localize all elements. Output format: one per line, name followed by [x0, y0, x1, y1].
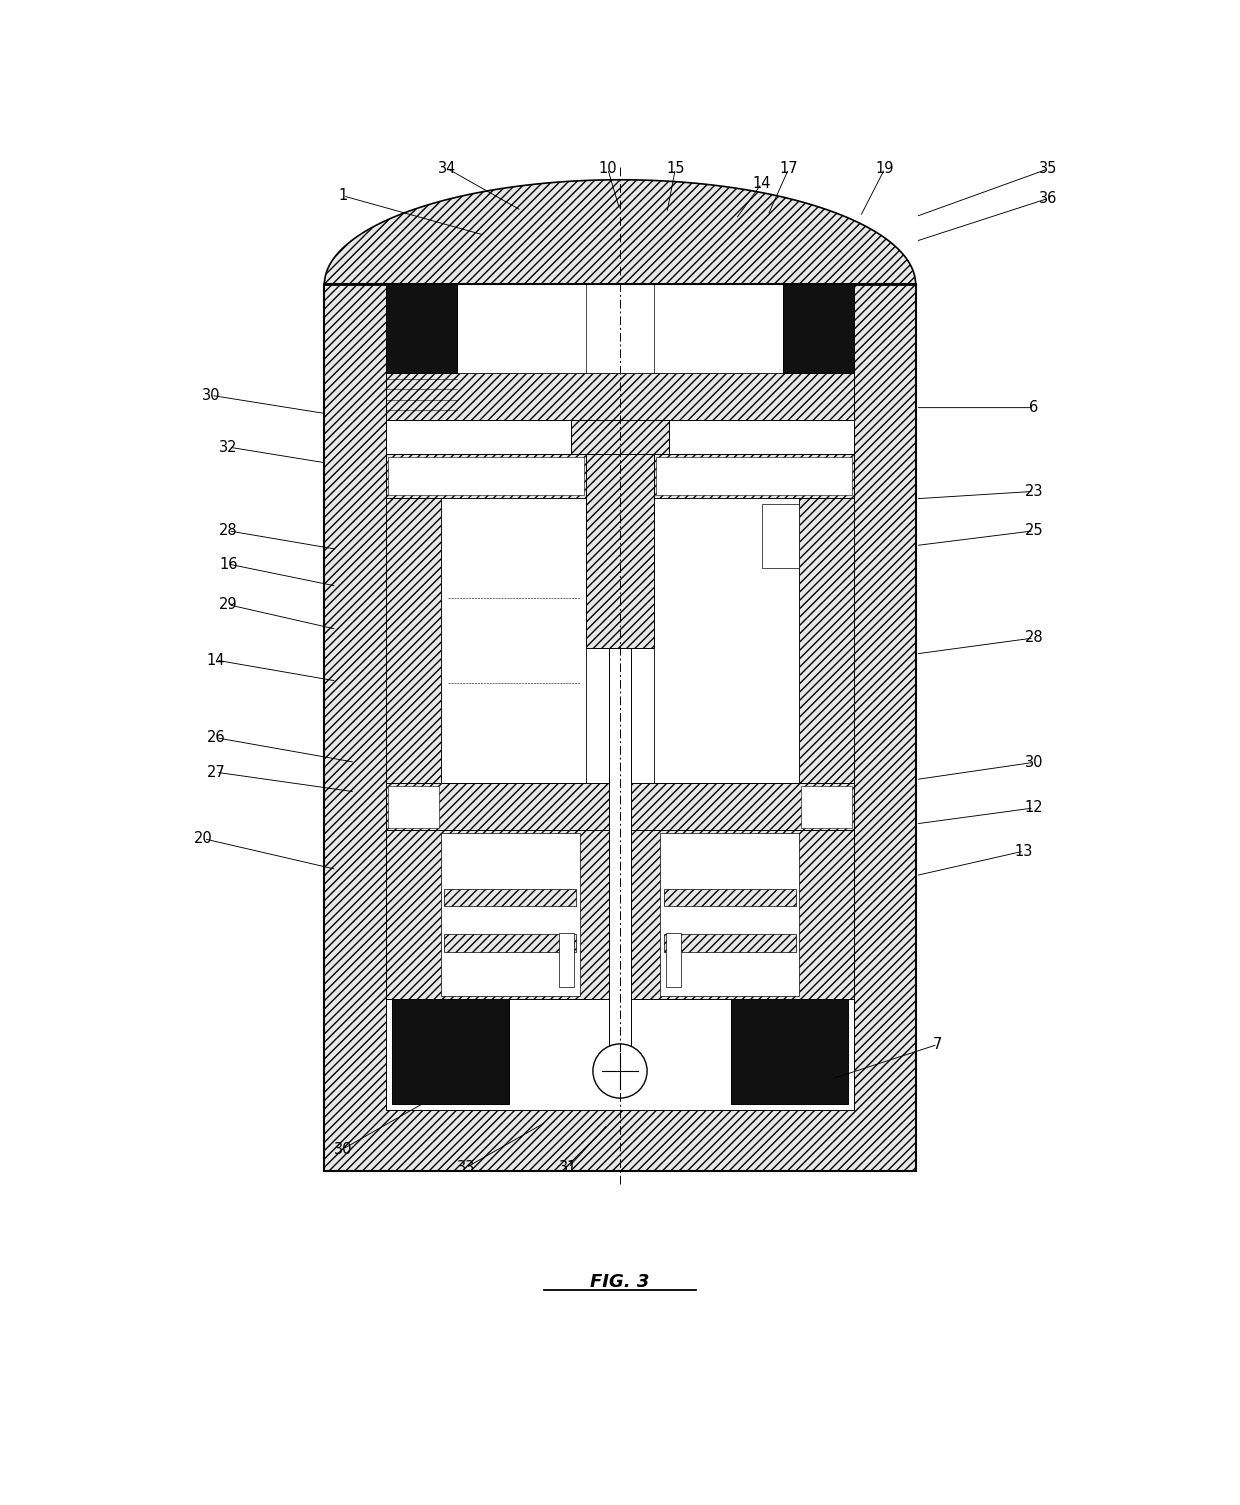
- Bar: [441, 832, 580, 996]
- Bar: [386, 284, 458, 373]
- Text: FIG. 3: FIG. 3: [590, 1273, 650, 1291]
- Text: 29: 29: [219, 597, 238, 613]
- Text: 26: 26: [207, 730, 226, 745]
- Text: 31: 31: [559, 1160, 578, 1175]
- Text: 12: 12: [1024, 801, 1043, 816]
- Bar: [782, 284, 854, 373]
- Text: 14: 14: [753, 176, 771, 191]
- Text: 27: 27: [207, 765, 226, 780]
- Bar: [761, 504, 799, 567]
- Text: 32: 32: [219, 439, 238, 455]
- Bar: [386, 373, 854, 420]
- Bar: [559, 933, 574, 986]
- Bar: [656, 458, 852, 495]
- Text: 14: 14: [207, 653, 226, 668]
- Text: 28: 28: [219, 524, 238, 539]
- Bar: [663, 935, 796, 951]
- Bar: [388, 458, 584, 495]
- Bar: [660, 832, 799, 996]
- Text: 30: 30: [334, 1142, 352, 1157]
- Bar: [653, 498, 799, 783]
- Text: 20: 20: [195, 831, 213, 846]
- Text: 25: 25: [1024, 524, 1043, 539]
- Bar: [801, 786, 852, 828]
- Text: 1: 1: [339, 188, 347, 203]
- Text: 17: 17: [780, 161, 799, 176]
- Text: 33: 33: [456, 1160, 475, 1175]
- Bar: [388, 786, 439, 828]
- Bar: [392, 999, 510, 1103]
- Text: 7: 7: [932, 1037, 942, 1052]
- Text: 28: 28: [1024, 631, 1043, 646]
- Text: 16: 16: [219, 557, 238, 572]
- Text: 13: 13: [1014, 843, 1033, 858]
- Bar: [663, 889, 796, 906]
- Text: 30: 30: [1024, 756, 1043, 771]
- Text: 23: 23: [1024, 485, 1043, 498]
- Bar: [325, 284, 915, 1171]
- Text: 35: 35: [1039, 161, 1058, 176]
- Text: 19: 19: [875, 161, 894, 176]
- Bar: [730, 999, 848, 1103]
- Bar: [587, 455, 653, 647]
- Bar: [458, 284, 782, 373]
- Text: 34: 34: [439, 161, 456, 176]
- Bar: [444, 889, 577, 906]
- Bar: [799, 498, 854, 831]
- Bar: [386, 783, 854, 831]
- Bar: [666, 933, 681, 986]
- Bar: [441, 498, 587, 783]
- Bar: [572, 420, 668, 455]
- Text: 15: 15: [666, 161, 684, 176]
- Text: 30: 30: [202, 388, 221, 403]
- Polygon shape: [325, 179, 915, 284]
- Bar: [609, 647, 631, 1063]
- Bar: [386, 284, 854, 1109]
- Bar: [444, 935, 577, 951]
- Text: 36: 36: [1039, 191, 1058, 206]
- Bar: [386, 455, 854, 498]
- Bar: [325, 284, 915, 1171]
- Text: 6: 6: [1029, 400, 1038, 415]
- Circle shape: [593, 1044, 647, 1099]
- Bar: [386, 831, 854, 999]
- Text: 10: 10: [599, 161, 618, 176]
- Bar: [386, 498, 441, 831]
